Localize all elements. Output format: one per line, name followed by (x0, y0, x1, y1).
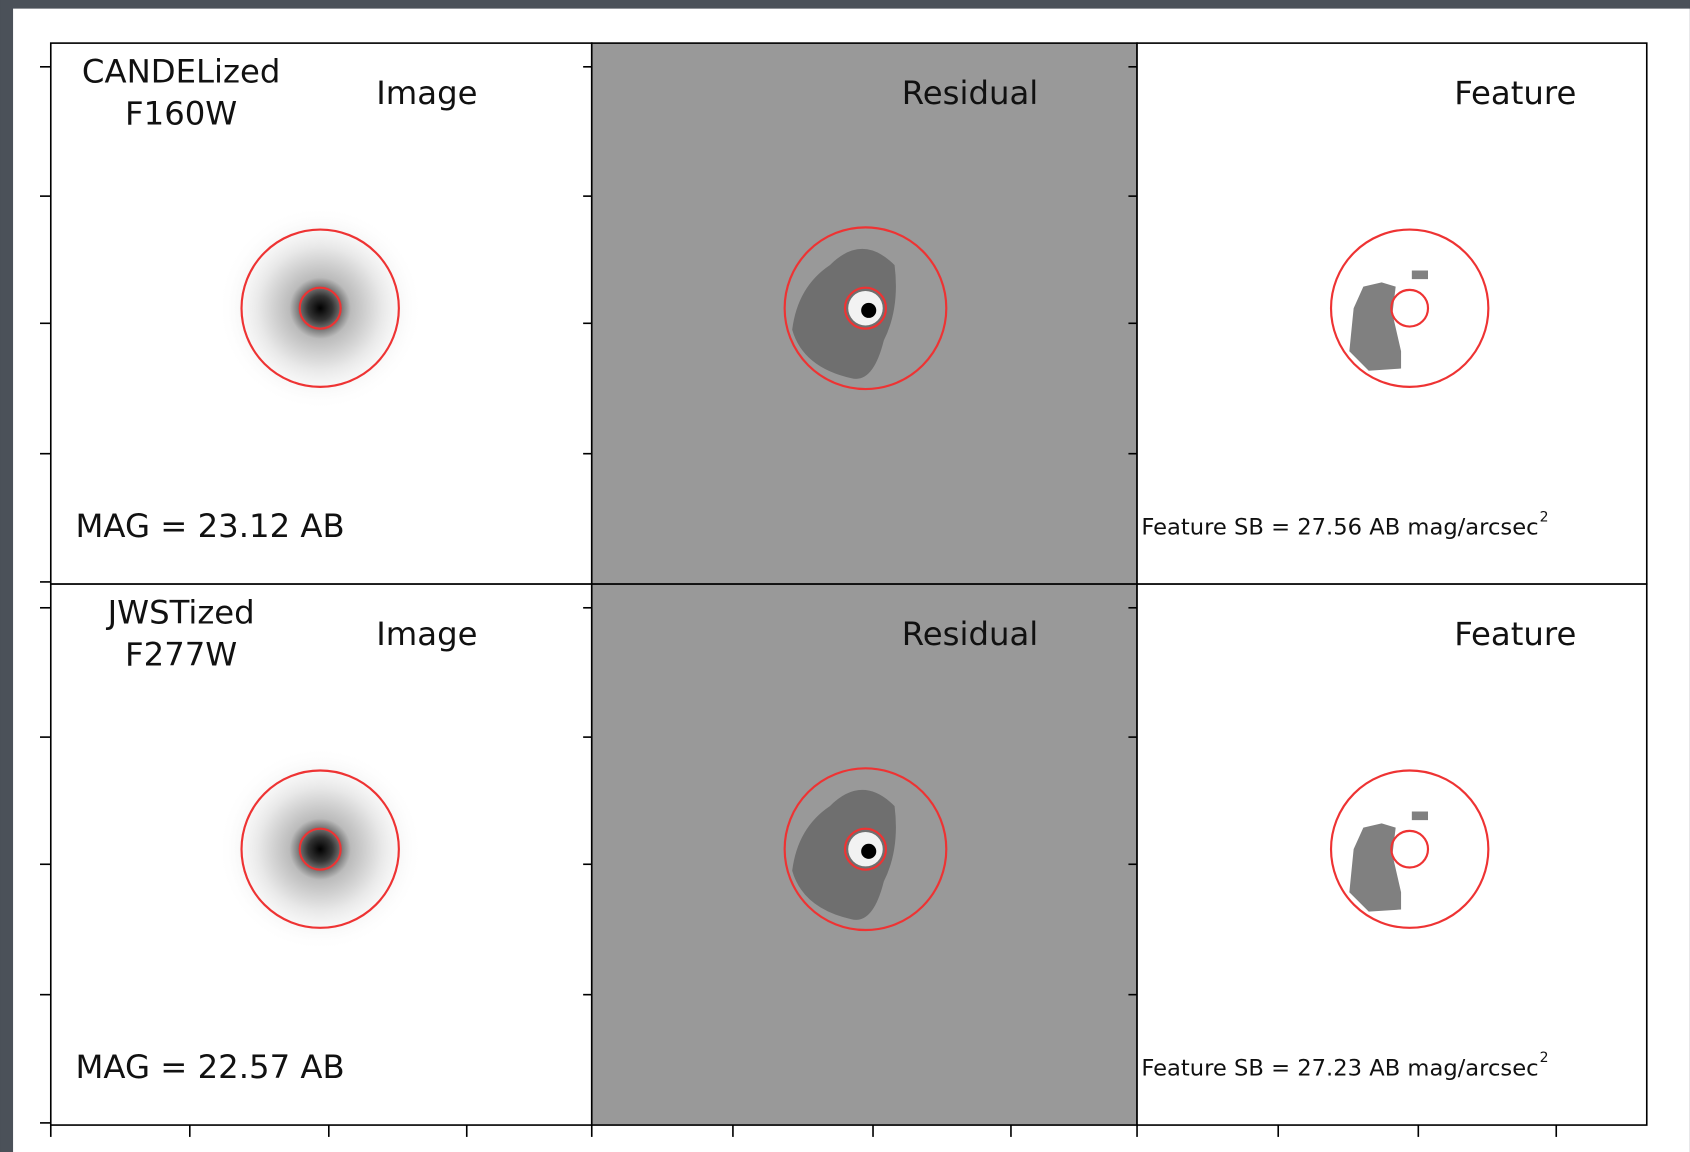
panel-row: CANDELized F160W Image Residual Feature MAG =… (40, 43, 1647, 584)
image-title: Image (376, 74, 477, 112)
feature-sb-exponent: 2 (1540, 1050, 1549, 1066)
galaxy (218, 206, 423, 411)
galaxy (218, 747, 423, 952)
residual-title: Residual (902, 615, 1038, 653)
magnitude: MAG = 22.57 AB (76, 1048, 345, 1086)
residual-title: Residual (902, 74, 1038, 112)
image-title: Image (376, 615, 477, 653)
feature-title: Feature (1454, 74, 1576, 112)
survey-label: CANDELized (82, 52, 280, 90)
magnitude: MAG = 23.12 AB (76, 507, 345, 545)
survey-label: JWSTized (106, 593, 255, 631)
filter-label: F160W (125, 94, 237, 132)
panel-row: JWSTized F277W Image Residual Feature MAG = 2… (40, 584, 1647, 1125)
feature-sb-exponent: 2 (1540, 509, 1549, 525)
figure: CANDELized F160W Image Residual Feature MAG =… (0, 0, 1690, 1152)
feature-title: Feature (1454, 615, 1576, 653)
residual-center (861, 844, 876, 859)
residual-center (861, 303, 876, 318)
filter-label: F277W (125, 635, 237, 673)
feature-sb: Feature SB = 27.23 AB mag/arcsec (1141, 1056, 1538, 1082)
feature-sb: Feature SB = 27.56 AB mag/arcsec (1141, 515, 1538, 541)
